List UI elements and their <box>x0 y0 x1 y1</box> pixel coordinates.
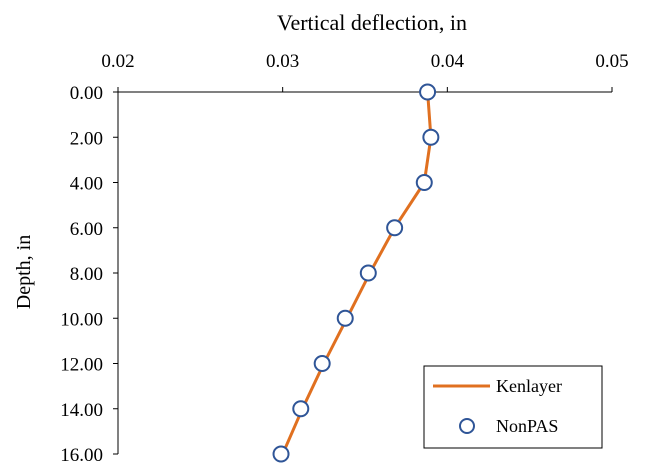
x-tick-label: 0.04 <box>431 51 465 72</box>
legend-box <box>423 365 603 449</box>
x-axis-title: Vertical deflection, in <box>277 10 467 35</box>
data-point-nonpas <box>415 174 433 191</box>
y-tick-label: 8.00 <box>70 264 103 285</box>
data-point-nonpas <box>292 400 310 418</box>
x-ticks: 0.02 0.03 0.04 0.05 <box>101 51 629 92</box>
x-tick-label: 0.05 <box>595 51 628 72</box>
y-tick-label: 16.00 <box>60 445 103 464</box>
y-tick-label: 0.00 <box>70 83 103 104</box>
legend-nonpas-marker <box>459 418 475 434</box>
data-point-nonpas <box>313 355 331 372</box>
data-point-nonpas <box>419 83 437 101</box>
y-tick-label: 12.00 <box>60 355 103 376</box>
x-tick-label: 0.02 <box>101 51 134 72</box>
y-tick-label: 4.00 <box>70 174 103 195</box>
series-line-kenlayer <box>281 91 433 455</box>
legend: Kenlayer NonPAS <box>423 365 603 449</box>
y-ticks: 0.00 2.00 4.00 6.00 8.00 10.00 12.00 14.00 16.00 <box>60 83 118 464</box>
legend-nonpas-label: NonPAS <box>496 416 558 436</box>
axes <box>117 91 612 454</box>
y-tick-label: 10.00 <box>60 309 103 330</box>
y-tick-label: 6.00 <box>70 219 103 240</box>
data-point-nonpas <box>359 264 377 282</box>
x-tick-label: 0.03 <box>266 51 299 72</box>
y-axis-title: Depth, in <box>13 235 35 309</box>
data-point-nonpas <box>386 219 404 237</box>
y-tick-label: 2.00 <box>70 128 103 149</box>
y-tick-label: 14.00 <box>60 400 103 421</box>
data-point-nonpas <box>422 128 440 146</box>
data-point-nonpas <box>336 309 354 327</box>
series-layer <box>272 83 440 463</box>
data-point-nonpas <box>272 445 290 463</box>
legend-kenlayer-label: Kenlayer <box>496 376 562 396</box>
